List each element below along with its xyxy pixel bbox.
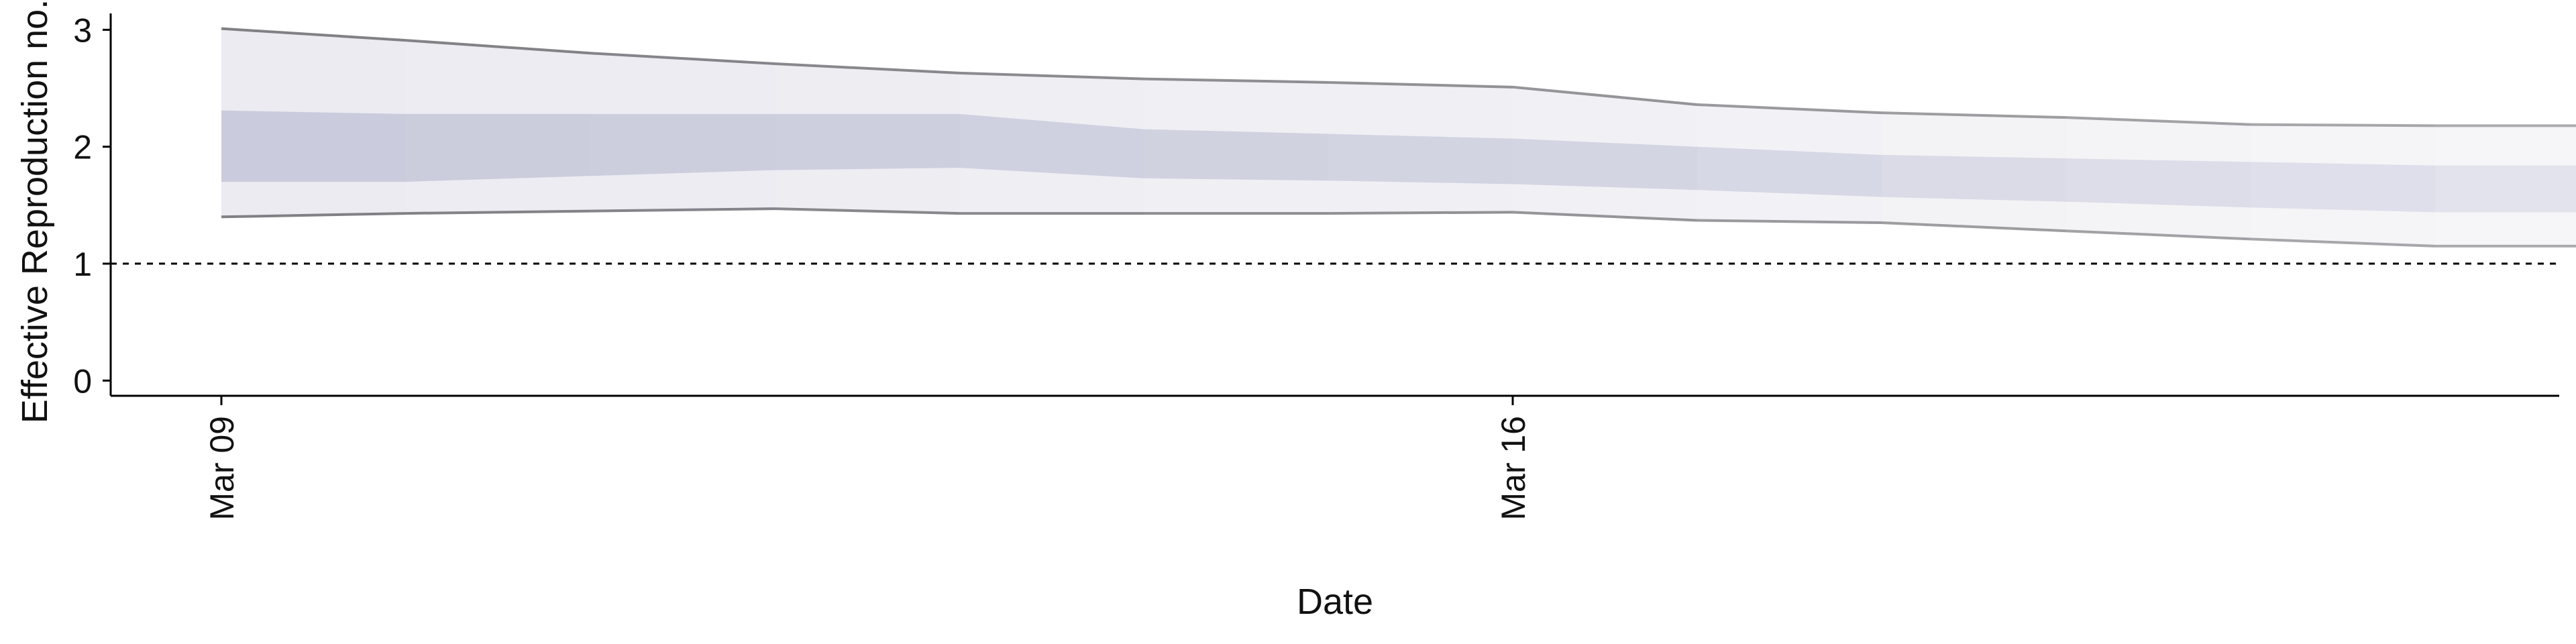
upper-bound-segment	[1881, 111, 2067, 119]
lower-bound-segment	[1697, 219, 1882, 225]
inner-band-segment	[406, 113, 590, 182]
upper-bound-segment	[221, 27, 407, 42]
lower-bound-segment	[774, 207, 960, 215]
inner-band-segment	[221, 110, 406, 182]
lower-bound-segment	[1328, 211, 1513, 215]
upper-bound-segment	[1143, 77, 1329, 84]
inner-band-segment	[1882, 154, 2066, 202]
inner-band-segment	[775, 113, 959, 170]
inner-band-segment	[1513, 138, 1697, 191]
outer-band-segment	[2435, 125, 2576, 246]
y-axis-label: Effective Reproduction no.	[15, 0, 55, 423]
x-axis-ticks: Mar 09 Mar 16	[203, 396, 1532, 521]
lower-bound-segment	[1881, 221, 2067, 233]
lower-bound-segment	[221, 212, 407, 219]
lower-bound-segment	[1512, 211, 1698, 222]
y-tick-label: 2	[73, 129, 92, 166]
lower-bound-segment	[590, 207, 775, 213]
upper-bound-segment	[774, 62, 960, 74]
lower-bound-segment	[2065, 229, 2251, 241]
lower-bound-segment	[405, 209, 591, 215]
inner-band-segment	[1328, 133, 1513, 184]
inner-interval-bands	[221, 110, 2576, 213]
x-tick-label: Mar 09	[203, 416, 241, 521]
upper-bound-segment	[2065, 116, 2251, 126]
upper-bound-segment	[590, 52, 775, 65]
upper-bound-segment	[1697, 103, 1882, 115]
y-tick-label: 1	[73, 246, 92, 283]
upper-bound-segment	[959, 71, 1144, 80]
inner-band-segment	[1697, 146, 1882, 197]
inner-band-segment	[590, 113, 775, 176]
upper-bound-segment	[1328, 80, 1513, 89]
inner-band-segment	[2066, 158, 2251, 208]
x-tick-label: Mar 16	[1495, 416, 1532, 521]
upper-bound-segment	[2250, 123, 2436, 127]
y-tick-label: 3	[73, 11, 92, 49]
y-tick-label: 0	[73, 362, 92, 400]
upper-bound-segment	[1512, 85, 1698, 106]
upper-bound-segment	[405, 39, 591, 55]
interval-bound-lines	[221, 27, 2576, 248]
y-axis-ticks: 0 1 2 3	[73, 11, 111, 400]
x-axis-label: Date	[1297, 582, 1373, 622]
lower-bound-segment	[2250, 237, 2436, 248]
inner-band-segment	[2435, 165, 2576, 213]
inner-band-segment	[1144, 129, 1328, 181]
inner-band-segment	[2251, 162, 2435, 213]
inner-band-segment	[959, 113, 1144, 178]
